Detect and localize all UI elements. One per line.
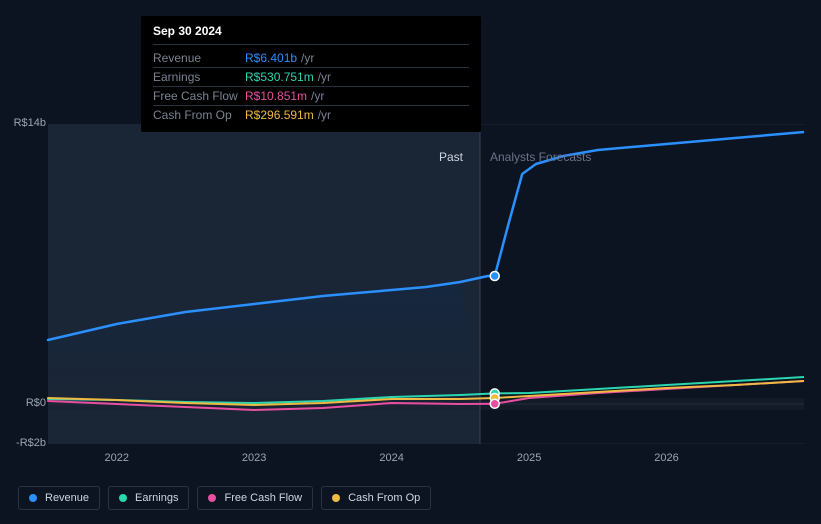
chart-area[interactable]: R$14bR$0-R$2bPastAnalysts Forecasts20222… <box>18 124 804 444</box>
y-axis-label: -R$2b <box>4 437 46 449</box>
tooltip-row: RevenueR$6.401b/yr <box>153 49 469 68</box>
tooltip-row-value: R$296.591m <box>245 108 314 122</box>
legend-item-label: Earnings <box>135 492 178 504</box>
x-axis-label: 2024 <box>379 452 403 464</box>
legend-item-revenue[interactable]: Revenue <box>18 486 100 510</box>
tooltip-date: Sep 30 2024 <box>153 24 469 45</box>
legend-dot-icon <box>29 494 37 502</box>
tooltip-row: EarningsR$530.751m/yr <box>153 68 469 87</box>
tooltip-row-unit: /yr <box>318 108 331 122</box>
tooltip-row: Free Cash FlowR$10.851m/yr <box>153 87 469 106</box>
legend-item-free-cash-flow[interactable]: Free Cash Flow <box>197 486 313 510</box>
series-marker <box>490 399 499 408</box>
tooltip-row-label: Free Cash Flow <box>153 89 245 103</box>
legend-item-label: Revenue <box>45 492 89 504</box>
tooltip-row: Cash From OpR$296.591m/yr <box>153 106 469 124</box>
chart-tooltip: Sep 30 2024 RevenueR$6.401b/yrEarningsR$… <box>141 16 481 132</box>
y-axis-label: R$0 <box>4 397 46 409</box>
x-axis-label: 2022 <box>104 452 128 464</box>
legend-dot-icon <box>332 494 340 502</box>
legend-item-label: Cash From Op <box>348 492 420 504</box>
legend-dot-icon <box>208 494 216 502</box>
legend-item-label: Free Cash Flow <box>224 492 302 504</box>
x-axis-label: 2025 <box>517 452 541 464</box>
y-axis-label: R$14b <box>4 117 46 129</box>
legend-item-cash-from-op[interactable]: Cash From Op <box>321 486 431 510</box>
tooltip-rows: RevenueR$6.401b/yrEarningsR$530.751m/yrF… <box>153 49 469 124</box>
tooltip-row-value: R$6.401b <box>245 51 297 65</box>
tooltip-row-label: Cash From Op <box>153 108 245 122</box>
tooltip-row-unit: /yr <box>311 89 324 103</box>
tooltip-row-label: Revenue <box>153 51 245 65</box>
tooltip-row-label: Earnings <box>153 70 245 84</box>
series-marker <box>490 272 499 281</box>
tooltip-row-unit: /yr <box>301 51 314 65</box>
tooltip-row-unit: /yr <box>318 70 331 84</box>
legend-dot-icon <box>119 494 127 502</box>
x-axis-label: 2023 <box>242 452 266 464</box>
legend-item-earnings[interactable]: Earnings <box>108 486 189 510</box>
chart-svg <box>18 124 804 444</box>
tooltip-row-value: R$530.751m <box>245 70 314 84</box>
legend: Revenue Earnings Free Cash Flow Cash From O… <box>18 486 431 510</box>
x-axis-label: 2026 <box>654 452 678 464</box>
tooltip-row-value: R$10.851m <box>245 89 307 103</box>
past-label: Past <box>439 150 463 164</box>
forecast-label: Analysts Forecasts <box>490 150 591 164</box>
